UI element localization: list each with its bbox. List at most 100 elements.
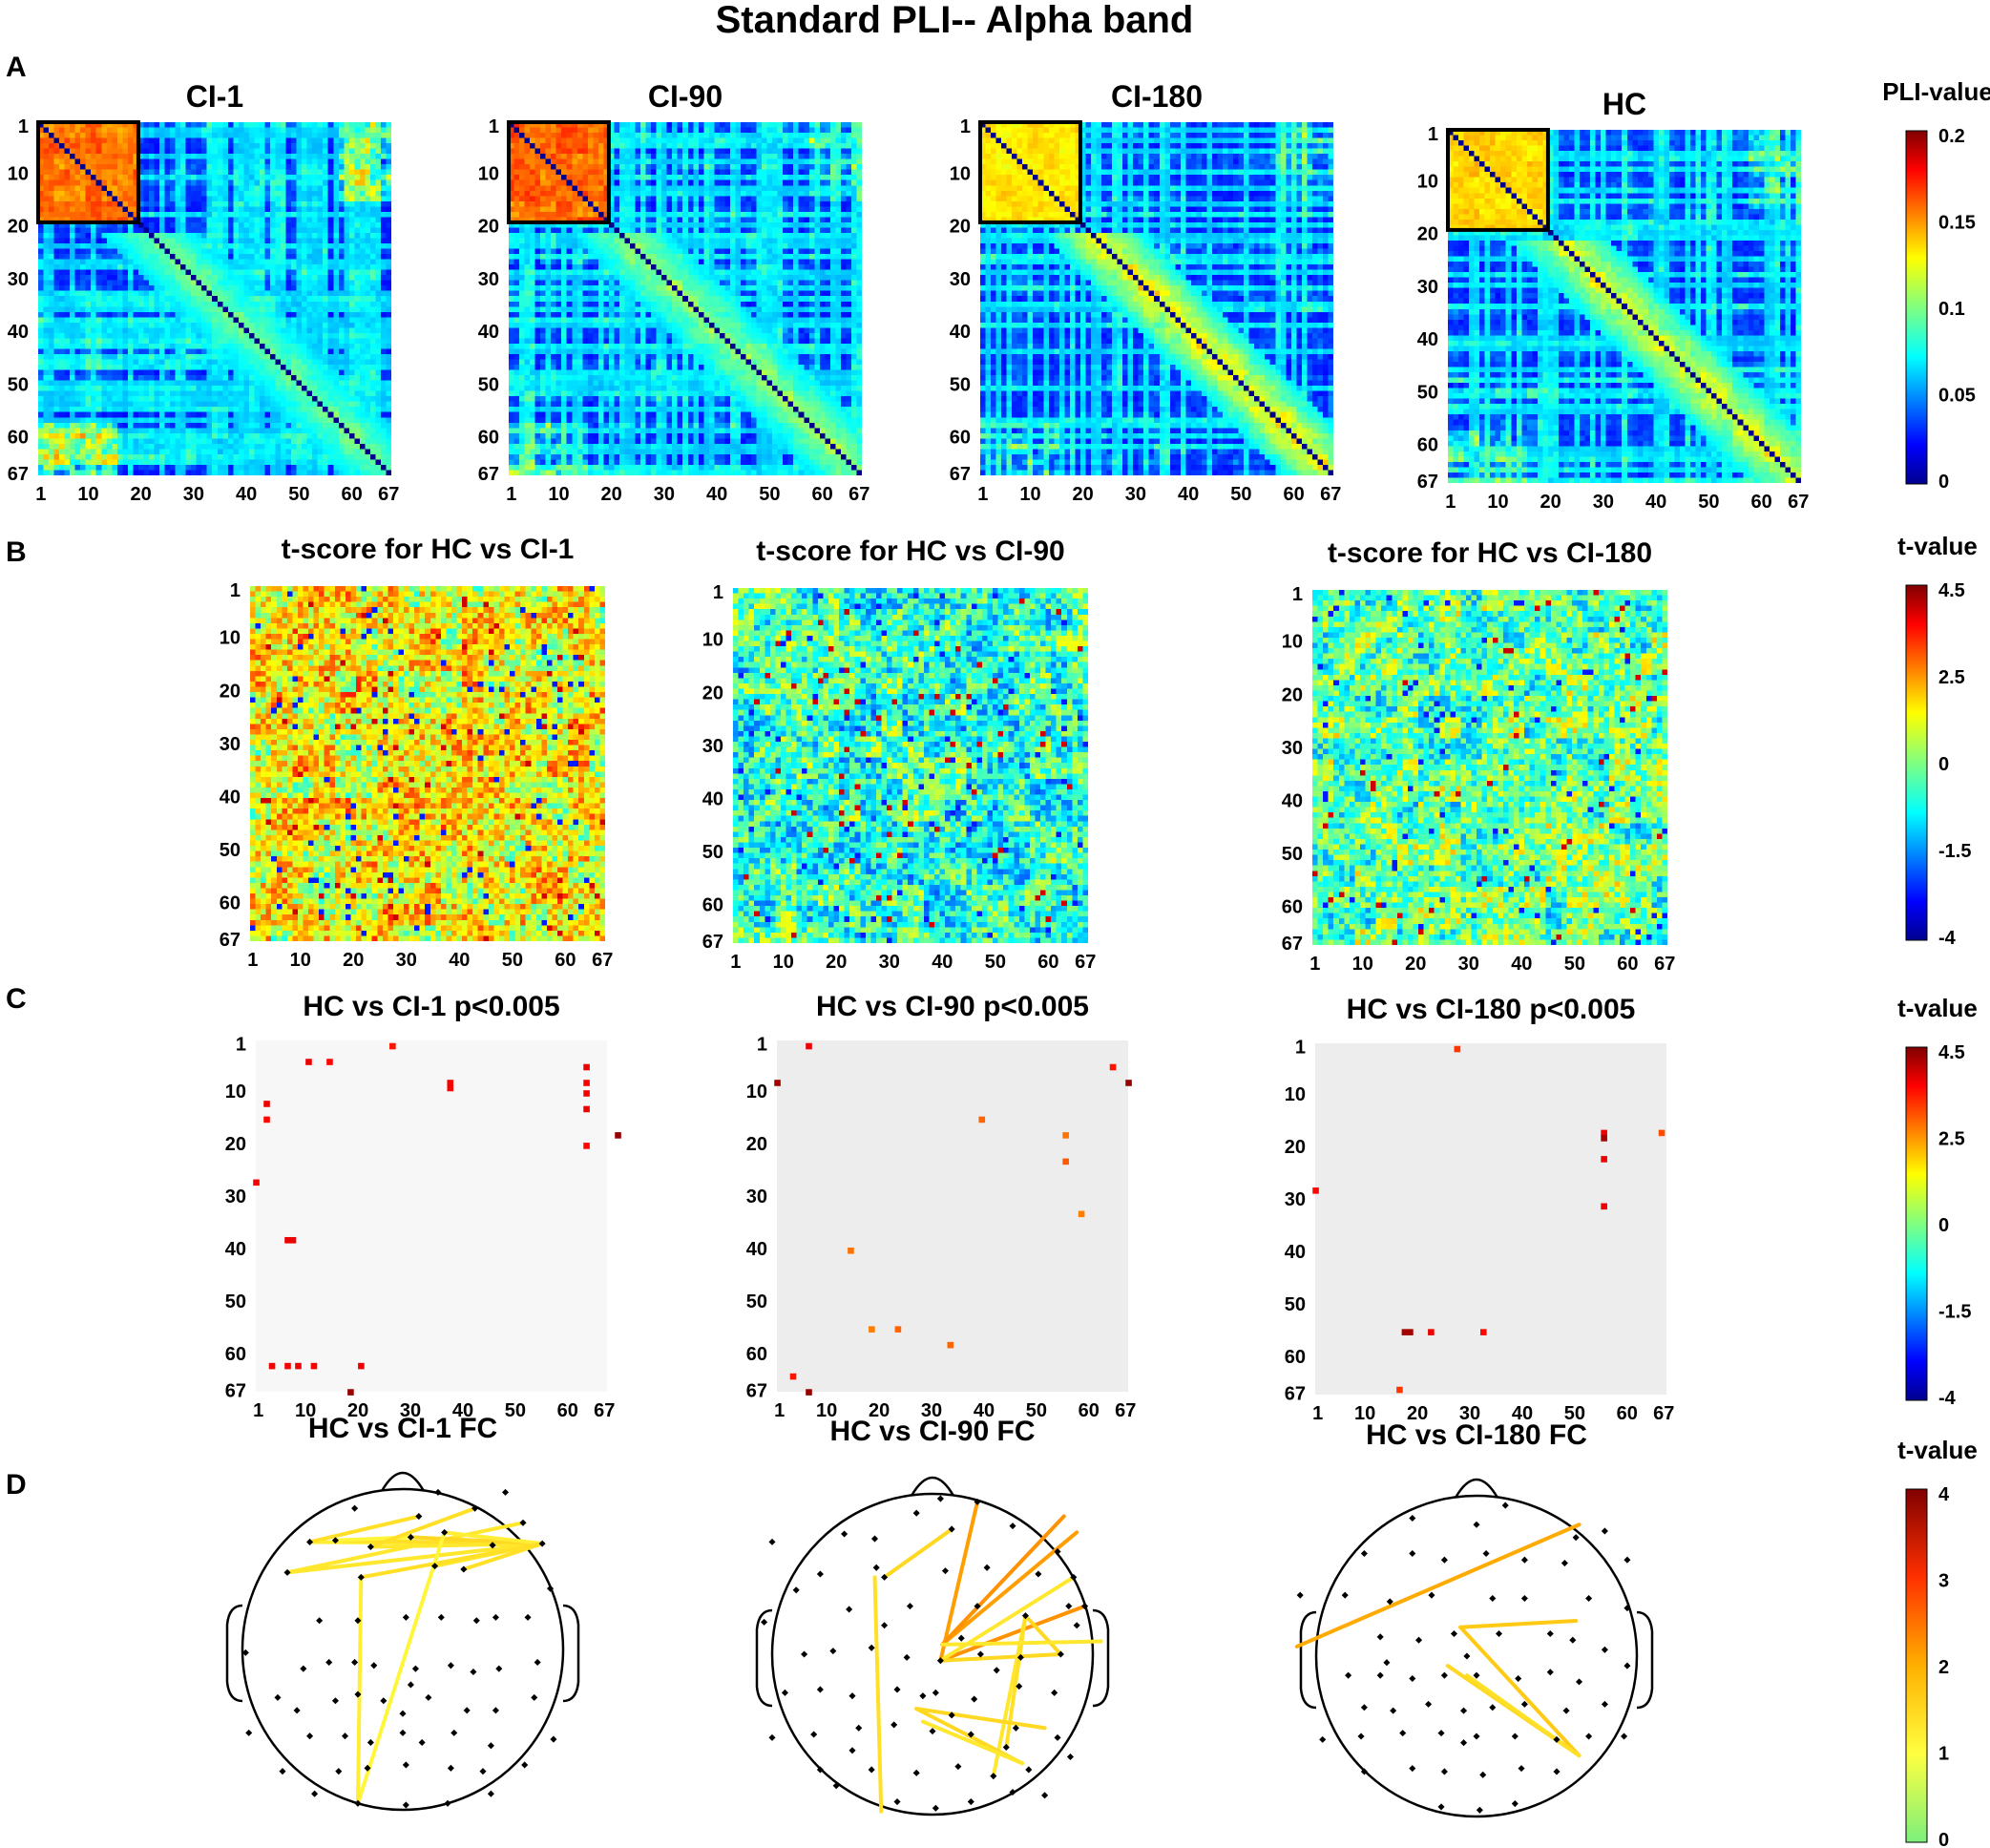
panel-a-xtick: 60 [341,484,362,505]
panel-b-colorbar-tick: 0 [1938,754,1949,775]
panel-d-connection [1294,1522,1582,1648]
panel-c-colorbar-tick: 0 [1938,1215,1949,1236]
panel-letter-a: A [6,52,27,83]
panel-c-ytick: 67 [1285,1383,1306,1404]
panel-a-ytick: 67 [1417,472,1438,493]
panel-c-ytick: 60 [746,1344,767,1365]
panel-c-ytick: 30 [746,1186,767,1208]
panel-a-ytick: 67 [950,464,971,485]
panel-d-electrode [1463,1652,1471,1660]
panel-c-ytick: 10 [746,1082,767,1102]
panel-c-ytick: 10 [1285,1084,1306,1105]
panel-c-significant-cell [1601,1203,1607,1210]
panel-b-title: t-score for HC vs CI-180 [1328,537,1652,569]
panel-d-head-outline [1314,1494,1639,1818]
panel-d-electrode [1518,1765,1525,1773]
panel-b-xtick: 40 [1511,954,1532,975]
panel-a-xtick: 10 [548,484,569,505]
panel-c-significant-cell [774,1080,781,1086]
panel-c-significant-cell [1480,1329,1487,1335]
panel-d-electrode [868,1766,875,1774]
panel-c-colorbar-title: t-value [1897,994,1978,1022]
panel-d-electrode [1440,1556,1448,1564]
panel-d-electrode [1054,1733,1061,1741]
panel-d-electrode [929,1728,936,1735]
panel-a-ytick: 30 [8,269,29,290]
panel-b-xtick: 60 [1617,954,1638,975]
panel-d-electrode [1460,1739,1468,1747]
panel-c-significant-cell [389,1042,396,1050]
panel-c-xtick: 1 [253,1400,263,1421]
panel-d-electrode [1489,1704,1497,1712]
panel-c-ytick: 50 [746,1292,767,1312]
panel-d-electrode [341,1732,349,1740]
panel-d-electrode [1473,1521,1480,1528]
panel-c-significant-cell [869,1326,875,1333]
panel-b-ytick: 20 [1282,684,1303,705]
panel-d-head-outline [241,1487,565,1812]
panel-a-ytick: 30 [478,269,499,290]
panel-c-xtick: 40 [974,1400,995,1421]
panel-d-colorbar [1905,1488,1928,1843]
panel-d-connection [359,1542,545,1580]
panel-a-xtick: 1 [977,484,988,505]
panel-b-xtick: 60 [1037,952,1058,973]
panel-d-connection [920,1719,1025,1766]
panel-c-significant-cell [1078,1210,1085,1218]
panel-b-ytick: 1 [1292,584,1303,605]
panel-c-significant-cell [1062,1132,1069,1139]
panel-d-electrode [881,1622,889,1629]
panel-b-ytick: 10 [1282,632,1303,653]
panel-a-colorbar-tick: 0.2 [1938,126,1965,147]
panel-c-significant-cell [305,1059,312,1065]
figure-title: Standard PLI-- Alpha band [716,0,1194,41]
panel-b-xtick: 20 [343,950,364,971]
panel-d-electrode [829,1648,837,1655]
panel-b-heatmap [1312,590,1667,945]
panel-a-xtick: 20 [1540,492,1561,513]
panel-c-significant-cell [263,1101,270,1107]
panel-b-ytick: 20 [702,682,723,704]
panel-d-left-ear [1299,1610,1317,1710]
panel-a-xtick: 10 [1487,492,1508,513]
panel-a-xtick: 10 [77,484,98,505]
panel-a-colorbar-title: PLI-value [1882,77,1990,106]
panel-d-electrode [1414,1636,1423,1644]
panel-b-ytick: 50 [702,842,723,863]
panel-d-electrode [447,1764,454,1772]
panel-c-significant-cell [1312,1187,1319,1194]
panel-a-ytick: 60 [8,428,29,449]
panel-d-connection [938,1652,1063,1663]
panel-d-title: HC vs CI-1 FC [308,1413,497,1444]
panel-d-electrode [841,1530,848,1538]
panel-d-electrode [936,1495,944,1502]
panel-c-colorbar-tick: -4 [1938,1388,1957,1409]
panel-d-electrode [418,1738,426,1746]
panel-a-colorbar-tick: 0.15 [1938,213,1976,234]
panel-a-xtick: 50 [288,484,309,505]
panel-d-electrode [810,1731,818,1738]
panel-b-ytick: 60 [702,894,723,915]
panel-b-title: t-score for HC vs CI-90 [756,536,1064,567]
panel-d-electrode [868,1644,875,1651]
panel-d-connection [938,1604,1087,1663]
panel-d-connection [1458,1619,1579,1629]
panel-c-significant-cell [583,1080,590,1086]
panel-b-ytick: 60 [1282,896,1303,917]
panel-d-electrode [1479,1771,1487,1778]
panel-b-heatmap [733,588,1088,943]
panel-a-xtick: 60 [1750,492,1771,513]
panel-a-ytick: 20 [478,217,499,238]
panel-b-ytick: 60 [220,892,241,914]
panel-d-electrode [1065,1603,1073,1610]
panel-d-electrode [524,1613,532,1621]
panel-d-nose [1454,1478,1499,1499]
panel-c-ytick: 20 [1285,1137,1306,1158]
panel-b-colorbar-tick: 4.5 [1938,580,1965,601]
panel-d-title: HC vs CI-180 FC [1366,1419,1587,1451]
panel-d-electrode [816,1686,824,1693]
panel-d-left-ear [755,1608,773,1708]
panel-c-ytick: 1 [757,1035,767,1056]
panel-a-xtick: 60 [1283,484,1304,505]
